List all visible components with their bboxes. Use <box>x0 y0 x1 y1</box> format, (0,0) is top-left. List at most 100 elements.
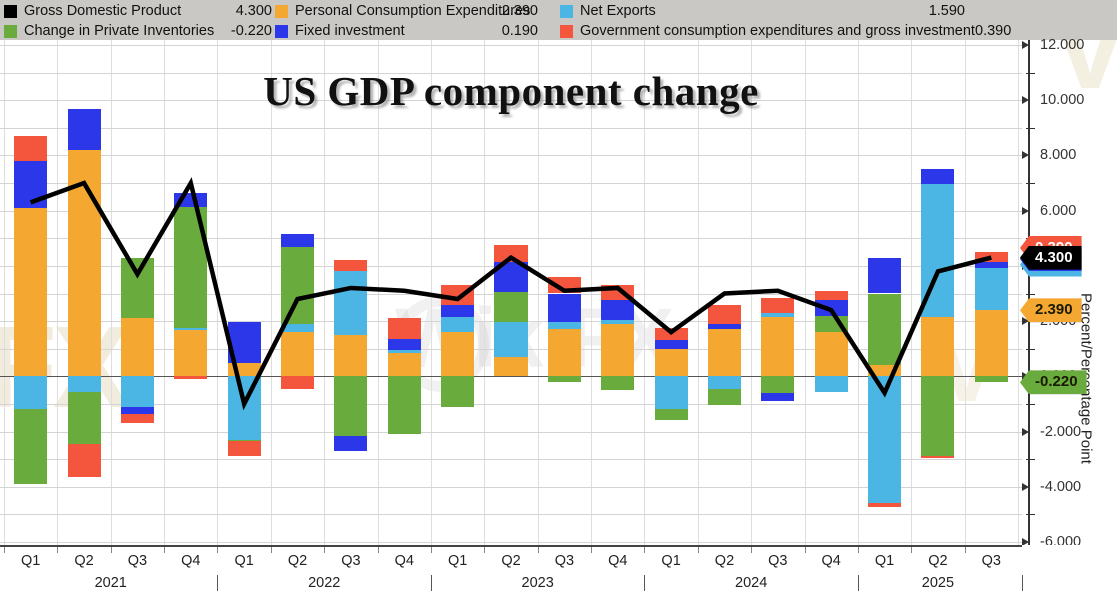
legend-item-personal-consumption-expenditures[interactable]: Personal Consumption Expenditures <box>275 1 530 21</box>
x-axis-tick <box>537 547 539 553</box>
bar-group[interactable] <box>120 40 154 545</box>
bar-segment <box>174 329 208 377</box>
gridline-horizontal <box>0 100 1022 102</box>
y-axis-tick-label: 10.000 <box>1040 92 1085 109</box>
bar-segment <box>974 262 1008 268</box>
legend-item-net-exports[interactable]: Net Exports <box>560 1 656 21</box>
y-axis-tick-minor <box>1026 183 1035 185</box>
y-axis-tick-label: -4.000 <box>1040 478 1082 495</box>
bar-group[interactable] <box>547 40 581 545</box>
legend-item-government-consumption-expenditures[interactable]: Government consumption expenditures and … <box>560 21 975 41</box>
bar-group[interactable] <box>14 40 48 545</box>
legend-label-personal-consumption-expenditures: Personal Consumption Expenditures <box>295 3 531 19</box>
y-axis-tick-minor <box>1026 127 1035 129</box>
gridline-horizontal <box>0 72 1022 74</box>
bar-segment <box>441 316 475 333</box>
bar-segment <box>868 293 902 366</box>
gridline-horizontal <box>0 127 1022 129</box>
legend-swatch-personal-consumption-expenditures-icon <box>275 4 288 18</box>
bar-segment <box>601 319 635 324</box>
bar-segment <box>974 310 1008 377</box>
x-axis-quarter-label: Q4 <box>181 553 201 569</box>
bar-segment <box>280 323 315 333</box>
bar-group[interactable] <box>601 40 635 545</box>
gridline-vertical <box>430 40 432 545</box>
x-axis-year-label: 2025 <box>921 575 955 591</box>
x-axis-quarter-label: Q2 <box>501 553 521 569</box>
legend-item-fixed-investment[interactable]: Fixed investment <box>275 21 405 41</box>
badge-pce: 2.390 <box>1020 298 1082 323</box>
legend-item-gross-domestic-product[interactable]: Gross Domestic Product <box>4 1 181 21</box>
x-axis-tick <box>270 547 272 553</box>
x-axis-year-label: 2022 <box>308 575 341 591</box>
legend-value-fixed-investment: 0.190 <box>501 23 538 39</box>
bar-segment <box>814 376 848 392</box>
bar-group[interactable] <box>868 40 902 545</box>
bar-segment <box>494 245 528 262</box>
bar-segment <box>14 136 48 161</box>
bar-segment <box>921 376 955 457</box>
bar-segment <box>654 348 688 377</box>
gridline-horizontal <box>0 155 1022 157</box>
chart-legend: Gross Domestic Product 4.300 Change in Pri… <box>0 0 1117 40</box>
y-axis-tick-label: 8.000 <box>1040 147 1077 164</box>
bar-segment <box>601 376 635 391</box>
bar-segment <box>387 352 421 377</box>
bar-group[interactable] <box>974 40 1008 545</box>
bar-segment <box>814 332 848 377</box>
gridline-vertical <box>377 40 379 545</box>
gdp-line <box>29 177 992 411</box>
gridline-vertical <box>804 40 806 545</box>
y-axis-tick-major <box>1022 538 1029 546</box>
bar-group[interactable] <box>707 40 741 545</box>
x-axis: Q1 Q2 Q3 Q4 Q1 Q2 Q3 Q4 Q1 Q2 Q3 Q4 Q1 Q2 Q3 Q4 Q1 Q2 Q3 20… <box>0 545 1117 596</box>
x-axis-line <box>0 545 1022 547</box>
gridline-horizontal <box>0 542 1022 543</box>
x-axis-tick <box>484 547 486 553</box>
bar-segment <box>921 456 955 458</box>
bar-segment <box>387 350 421 353</box>
x-axis-quarter-label: Q2 <box>74 553 94 569</box>
bar-segment <box>441 332 475 377</box>
bar-segment <box>654 409 688 421</box>
bar-group[interactable] <box>654 40 688 545</box>
x-axis-tick <box>110 547 112 553</box>
bar-group[interactable] <box>387 40 421 545</box>
bar-segment <box>921 169 955 185</box>
bar-segment <box>974 376 1008 383</box>
bar-group[interactable] <box>334 40 368 545</box>
bar-segment <box>494 357 528 377</box>
legend-item-change-in-private-inventories[interactable]: Change in Private Inventories <box>4 21 214 41</box>
gridline-horizontal <box>0 459 1022 461</box>
x-axis-tick <box>57 547 59 553</box>
bar-segment <box>547 293 581 323</box>
legend-label-change-in-private-inventories: Change in Private Inventories <box>24 23 215 39</box>
y-axis-tick-major <box>1022 317 1029 326</box>
bar-segment <box>334 334 368 377</box>
y-axis: Percent/Percentage Point 12.000 10.000 8.0… <box>1020 37 1117 550</box>
bar-segment <box>601 323 635 377</box>
bar-segment <box>280 332 315 377</box>
plot-area: US GDP component change <box>0 40 1022 545</box>
bar-segment <box>334 376 368 436</box>
bar-segment <box>120 376 154 407</box>
bar-group[interactable] <box>761 40 795 545</box>
legend-swatch-government-consumption-expenditures-icon <box>560 24 573 38</box>
bar-segment <box>387 318 421 340</box>
y-axis-tick-major <box>1022 41 1029 49</box>
x-axis-tick <box>644 547 646 553</box>
gridline-vertical <box>4 40 5 545</box>
y-axis-tick-major <box>1022 96 1029 105</box>
y-axis-tick-major <box>1022 482 1029 491</box>
gridline-horizontal <box>0 514 1022 516</box>
gridline-horizontal <box>0 183 1022 185</box>
x-axis-tick <box>217 547 219 553</box>
bar-group[interactable] <box>280 40 315 545</box>
x-axis-tick <box>324 547 326 553</box>
gridline-horizontal <box>0 45 1022 46</box>
gridline-vertical <box>857 40 859 545</box>
gridline-vertical <box>591 40 593 545</box>
x-axis-year-separator <box>217 575 219 591</box>
bar-segment <box>14 207 48 377</box>
y-axis-tick-major <box>1022 206 1029 215</box>
